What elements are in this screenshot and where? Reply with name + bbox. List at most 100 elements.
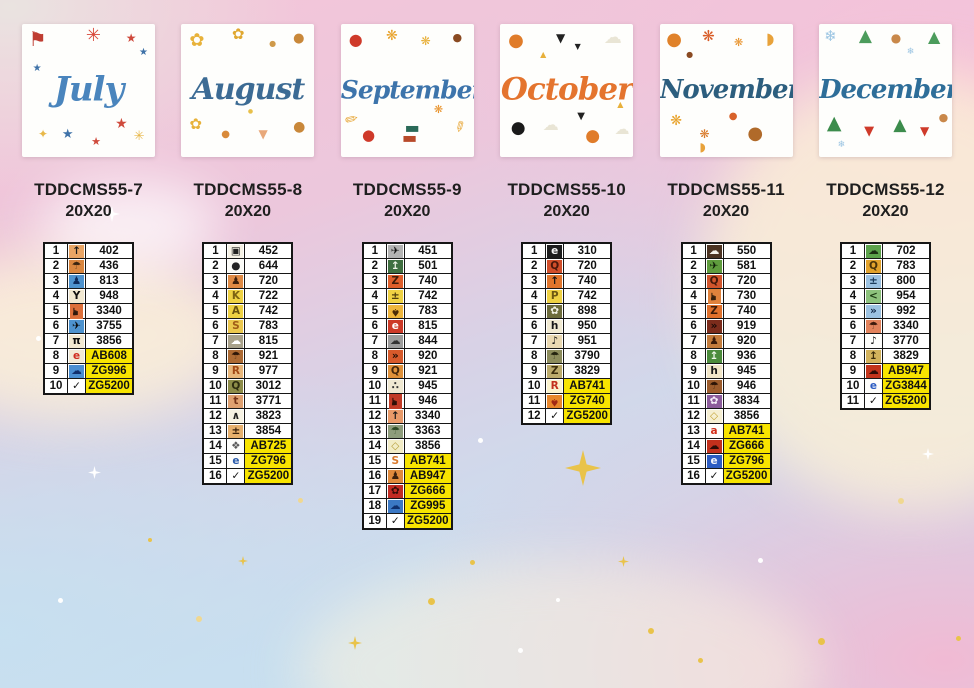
- symbol-glyph: π: [69, 334, 84, 348]
- color-code: 844: [403, 333, 453, 349]
- decoration-glyph: ⚑: [28, 27, 47, 52]
- color-code: 813: [85, 273, 134, 289]
- product-code: TDDCMS55-12: [826, 180, 945, 199]
- row-index: 19: [362, 513, 387, 530]
- letter-R-icon: R: [226, 363, 246, 379]
- color-code: 783: [881, 258, 931, 274]
- row-index: 16: [362, 468, 387, 484]
- symbol-glyph: Q: [387, 364, 403, 378]
- color-code: 722: [244, 288, 293, 304]
- legend-row: 2 ✈ 581: [681, 258, 772, 274]
- legend-row: 3 Q 720: [681, 273, 772, 289]
- decoration-glyph: ❄: [906, 46, 915, 57]
- symbol-glyph: ✿: [387, 484, 403, 498]
- month-artwork-september: ● ❋ ❋ ● ✎ ● ▬ ▬ ✎ ❋ September: [340, 24, 474, 157]
- symbol-glyph: »: [865, 304, 881, 318]
- symbol-glyph: ☁: [865, 364, 881, 378]
- symbol-glyph: ✓: [228, 469, 244, 483]
- month-title: December: [818, 74, 952, 105]
- pacman-icon: e: [226, 453, 246, 469]
- decoration-glyph: ●: [269, 38, 277, 48]
- symbol-glyph: e: [228, 454, 244, 468]
- star-sparkle: [238, 556, 248, 566]
- umbrella-icon: ☂: [863, 318, 883, 334]
- up-arrow-icon: ↑: [385, 408, 405, 424]
- checkmark-icon: ✓: [385, 513, 405, 530]
- row-index: 1: [43, 242, 68, 259]
- decoration-glyph: ●: [221, 129, 231, 141]
- legend-row: 4 ☛ 730: [681, 288, 772, 304]
- row-index: 4: [521, 288, 547, 304]
- decoration-glyph: ●: [510, 117, 526, 138]
- letter-Y-icon: Y: [67, 288, 86, 304]
- decoration-glyph: ☁: [603, 27, 622, 49]
- airplane-icon: ✈: [704, 258, 724, 274]
- row-index: 9: [681, 363, 706, 379]
- color-code: 3829: [881, 348, 931, 364]
- dot-sparkle: [428, 598, 435, 605]
- decoration-glyph: ▼: [577, 110, 585, 122]
- legend-row: 5 ✿ 898: [521, 303, 612, 319]
- legend-row: 11 ✓ ZG5200: [840, 393, 931, 410]
- plus-minus-icon: ±: [385, 288, 405, 304]
- dot-sparkle: [470, 560, 475, 565]
- color-code: ZG740: [563, 393, 612, 409]
- symbol-glyph: h: [547, 319, 563, 333]
- row-index: 4: [43, 288, 68, 304]
- legend-row: 4 Y 948: [43, 288, 134, 304]
- decoration-glyph: ●: [728, 110, 738, 122]
- legend-row: 8» 920: [362, 348, 453, 364]
- month-artwork-july: ⚑ ✳ ★ ★ ★ ★ ★ ★ ✦ ✳ July: [22, 24, 155, 157]
- up-arrow-icon: ↑: [67, 242, 86, 259]
- row-index: 4: [202, 288, 228, 304]
- legend-row: 9 Z 3829: [521, 363, 612, 379]
- color-code: ZG666: [403, 483, 453, 499]
- legend-row: 12 ◇ 3856: [681, 408, 772, 424]
- legend-row: 14 ☁ ZG666: [681, 438, 772, 454]
- symbol-glyph: Z: [387, 274, 403, 288]
- symbol-glyph: ✈: [387, 244, 403, 258]
- product-code: TDDCMS55-9: [352, 180, 462, 199]
- umbrella-icon: ☂: [385, 423, 405, 439]
- decoration-glyph: ●: [362, 125, 376, 144]
- row-index: 5: [521, 303, 547, 319]
- symbol-glyph: ↑: [547, 274, 563, 288]
- symbol-glyph: ☁: [387, 334, 403, 348]
- decoration-glyph: ❋: [386, 28, 398, 45]
- symbol-glyph: ∧: [228, 409, 244, 423]
- legend-row: 2 Q 720: [521, 258, 612, 274]
- letter-Q-icon: Q: [863, 258, 883, 274]
- legend-row: 3 Z 740: [362, 273, 453, 289]
- symbol-glyph: a: [706, 424, 722, 438]
- symbol-glyph: ♠: [547, 394, 563, 408]
- row-index: 6: [43, 318, 68, 334]
- color-code: 644: [244, 258, 293, 274]
- symbol-glyph: ↥: [387, 259, 403, 273]
- legend-row: 12 ∧ 3823: [202, 408, 293, 424]
- color-code: 402: [85, 242, 134, 259]
- legend-row: 14 ◇ 3856: [362, 438, 453, 454]
- symbol-glyph: ✓: [69, 379, 84, 393]
- letter-h-icon: h: [704, 363, 724, 379]
- symbol-glyph: ✓: [387, 514, 403, 528]
- row-index: 8: [681, 348, 706, 364]
- color-code: ZG5200: [403, 513, 453, 530]
- flame-icon: ♠: [545, 393, 565, 409]
- symbol-glyph: ↑: [69, 244, 84, 258]
- decoration-glyph: ❋: [670, 113, 682, 130]
- color-code: 3340: [403, 408, 453, 424]
- legend-row: 17 ✿ ZG666: [362, 483, 453, 499]
- symbol-glyph: ☁: [706, 439, 722, 453]
- symbol-glyph: e: [69, 349, 84, 363]
- letter-S-icon: S: [226, 318, 246, 334]
- legend-row: 9 ☁ AB947: [840, 363, 931, 379]
- row-index: 9: [521, 363, 547, 379]
- color-code: 3854: [244, 423, 293, 439]
- dot-sparkle: [758, 558, 763, 563]
- product-size: 20X20: [862, 203, 909, 220]
- legend-row: 8 ☂ 3790: [521, 348, 612, 364]
- star-sparkle: [618, 556, 629, 567]
- legend-row: 7 ☁ 844: [362, 333, 453, 349]
- dot-sparkle: [58, 598, 63, 603]
